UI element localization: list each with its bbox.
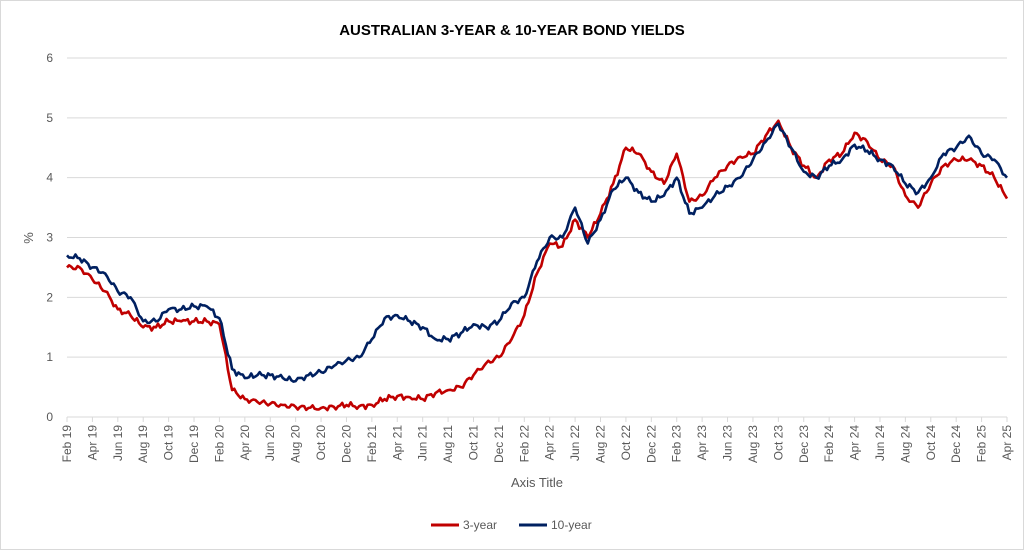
x-tick-label: Oct 19: [162, 425, 176, 461]
x-tick-label: Feb 20: [212, 425, 226, 463]
x-tick-label: Apr 21: [390, 425, 404, 461]
x-tick-label: Jun 23: [721, 425, 735, 461]
y-tick-label: 0: [46, 410, 53, 424]
x-tick-label: Apr 25: [1000, 425, 1014, 461]
x-tick-label: Jun 19: [111, 425, 125, 461]
x-tick-label: Apr 24: [848, 425, 862, 461]
x-tick-label: Dec 19: [187, 425, 201, 463]
x-tick-label: Aug 22: [594, 425, 608, 463]
x-tick-label: Aug 24: [898, 425, 912, 463]
x-tick-label: Feb 25: [975, 425, 989, 463]
legend-label: 3-year: [463, 518, 497, 532]
y-tick-label: 2: [46, 290, 53, 304]
x-tick-label: Oct 23: [771, 425, 785, 461]
x-tick-label: Apr 19: [85, 425, 99, 461]
y-tick-label: 5: [46, 111, 53, 125]
y-axis-ticks: 0 1 2 3 4 5 6: [46, 51, 53, 424]
x-tick-label: Aug 21: [441, 425, 455, 463]
series-line-10-year: [66, 122, 1009, 383]
x-tick-label: Oct 21: [466, 425, 480, 461]
y-tick-label: 1: [46, 350, 53, 364]
y-tick-label: 3: [46, 231, 53, 245]
x-tick-label: Dec 24: [949, 425, 963, 463]
x-tick-label: Apr 20: [238, 425, 252, 461]
x-tick-label: Feb 21: [365, 425, 379, 463]
x-tick-label: Dec 23: [797, 425, 811, 463]
x-tick-label: Dec 21: [492, 425, 506, 463]
x-tick-label: Oct 22: [619, 425, 633, 461]
x-tick-label: Jun 20: [263, 425, 277, 461]
series-line-3-year: [66, 119, 1009, 412]
x-tick-label: Dec 20: [339, 425, 353, 463]
x-tick-label: Jun 22: [568, 425, 582, 461]
x-tick-label: Oct 20: [314, 425, 328, 461]
x-tick-label: Oct 24: [924, 425, 938, 461]
x-tick-label: Aug 20: [289, 425, 303, 463]
x-tick-label: Jun 21: [416, 425, 430, 461]
x-tick-label: Aug 23: [746, 425, 760, 463]
x-tick-label: Jun 24: [873, 425, 887, 461]
series-lines: [66, 119, 1009, 412]
x-tick-label: Apr 23: [695, 425, 709, 461]
y-tick-label: 6: [46, 51, 53, 65]
chart-title: AUSTRALIAN 3-YEAR & 10-YEAR BOND YIELDS: [339, 22, 685, 39]
y-axis-title: %: [21, 232, 36, 244]
legend-label: 10-year: [551, 518, 592, 532]
x-tick-label: Feb 22: [517, 425, 531, 463]
x-tick-label: Dec 22: [644, 425, 658, 463]
x-tick-label: Aug 19: [136, 425, 150, 463]
legend: 3-year 10-year: [431, 518, 592, 532]
x-tick-label: Feb 19: [60, 425, 74, 463]
x-tick-label: Apr 22: [543, 425, 557, 461]
x-axis-title: Axis Title: [511, 475, 563, 490]
x-axis-ticks: Feb 19 Apr 19 Jun 19 Aug 19 Oct 19 Dec 19 Feb …: [60, 417, 1014, 463]
x-tick-label: Feb 24: [822, 425, 836, 463]
gridlines: [67, 57, 1007, 358]
y-tick-label: 4: [46, 171, 53, 185]
x-tick-label: Feb 23: [670, 425, 684, 463]
